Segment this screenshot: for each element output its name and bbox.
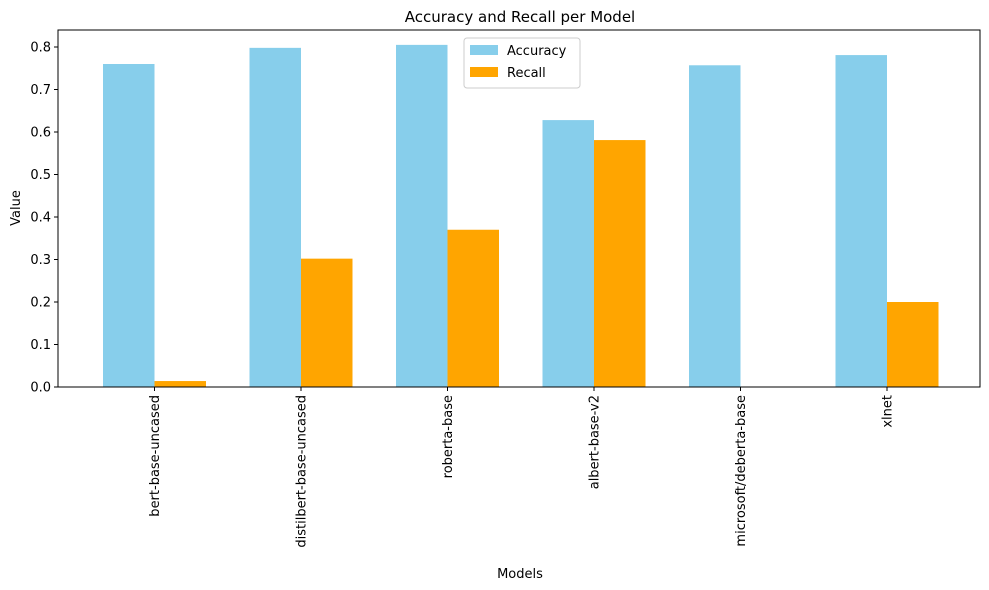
y-axis-label: Value	[9, 190, 24, 226]
y-axis-ticks: 0.0 0.1 0.2 0.3 0.4 0.5 0.6 0.7 0.8	[30, 41, 58, 396]
y-tick-label-5: 0.5	[30, 168, 51, 183]
y-tick-label-6: 0.6	[30, 126, 51, 141]
bars-layer	[103, 44, 939, 388]
x-tick-label-4: microsoft/deberta-base	[734, 395, 749, 547]
bar-recall-5	[887, 302, 939, 387]
bar-accuracy-1	[249, 47, 301, 387]
bar-recall-3	[594, 140, 646, 387]
bar-recall-2	[447, 229, 499, 387]
x-axis-ticks: bert-base-uncased distilbert-base-uncased…	[148, 387, 896, 548]
x-axis-label: Models	[497, 567, 543, 582]
bar-recall-1	[301, 258, 353, 387]
y-tick-label-3: 0.3	[30, 253, 51, 268]
legend: Accuracy Recall	[463, 37, 581, 89]
y-tick-label-4: 0.4	[30, 211, 51, 226]
y-tick-label-7: 0.7	[30, 83, 51, 98]
x-tick-label-1: distilbert-base-uncased	[295, 395, 310, 548]
legend-swatch-recall	[470, 67, 498, 77]
legend-swatch-accuracy	[470, 45, 498, 55]
legend-label-recall: Recall	[507, 66, 546, 81]
legend-label-accuracy: Accuracy	[507, 44, 567, 59]
bar-accuracy-4	[689, 65, 741, 388]
x-tick-label-5: xlnet	[881, 395, 896, 428]
bar-recall-0	[154, 381, 206, 387]
x-tick-label-0: bert-base-uncased	[148, 395, 163, 517]
x-tick-label-3: albert-base-v2	[588, 395, 603, 489]
y-tick-label-8: 0.8	[30, 41, 51, 56]
bar-accuracy-2	[396, 44, 448, 387]
bar-accuracy-3	[542, 120, 594, 387]
y-tick-label-2: 0.2	[30, 296, 51, 311]
y-tick-label-0: 0.0	[30, 381, 51, 396]
y-tick-label-1: 0.1	[30, 338, 51, 353]
bar-accuracy-5	[835, 55, 887, 387]
bar-accuracy-0	[103, 64, 155, 387]
chart-title: Accuracy and Recall per Model	[405, 8, 635, 26]
x-tick-label-2: roberta-base	[441, 395, 456, 478]
plot-area-frame	[57, 29, 981, 388]
